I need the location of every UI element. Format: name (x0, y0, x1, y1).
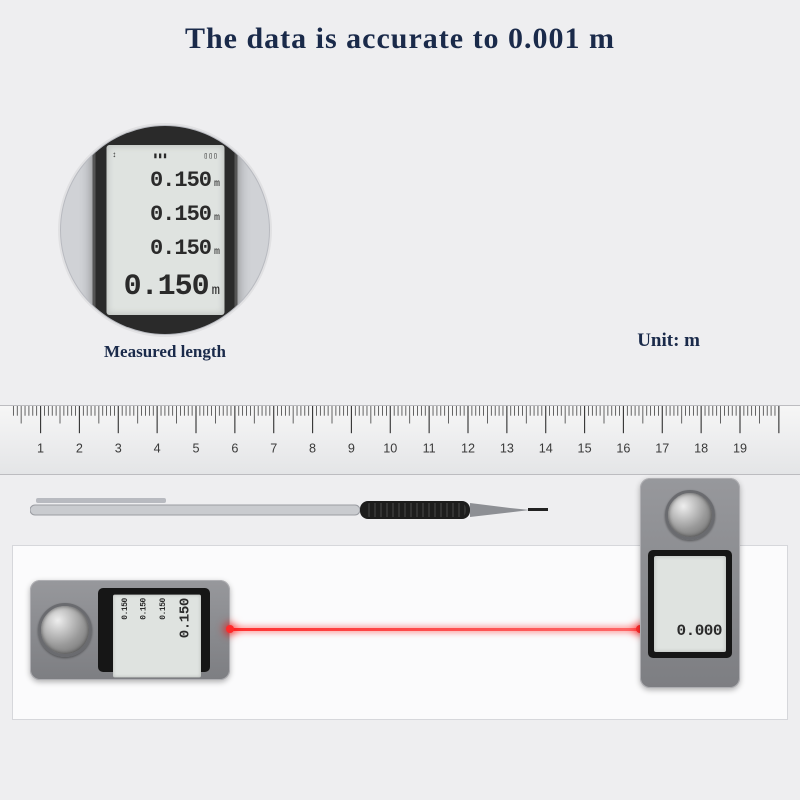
device-button (38, 603, 92, 657)
ruler: 12345678910111213141516171819 (0, 405, 800, 475)
laser-beam (230, 628, 640, 631)
lcd-value: 0.150 (150, 202, 211, 227)
svg-text:19: 19 (733, 442, 747, 456)
pen-grip-texture (364, 503, 466, 517)
detail-circle: ↕ ▮▮▮ ▯▯▯ 0.150 m 0.150 m 0.150 m 0.1 (60, 125, 270, 335)
lcd-row: 0.150 m (110, 202, 220, 227)
signal-icon: ▯▯▯ (204, 151, 218, 163)
laser-device-horizontal: 0.150 0.150 0.150 0.150 (30, 580, 230, 680)
lcd-row: 0.150 m (110, 236, 220, 261)
svg-text:13: 13 (500, 442, 514, 456)
lcd-row-primary: 0.000 (676, 622, 722, 640)
pen-illustration (30, 490, 550, 528)
svg-text:7: 7 (270, 442, 277, 456)
lcd-row: 0.150 (140, 598, 149, 620)
svg-text:10: 10 (383, 442, 397, 456)
svg-text:14: 14 (539, 442, 553, 456)
lcd-row: 0.150 m (110, 168, 220, 193)
device-screen-bezel: 0.150 0.150 0.150 0.150 (98, 588, 210, 672)
svg-text:8: 8 (309, 442, 316, 456)
lcd-screen: ↕ ▮▮▮ ▯▯▯ 0.150 m 0.150 m 0.150 m 0.1 (106, 145, 224, 315)
pen-tip (528, 508, 548, 511)
lcd-status-bar: ↕ ▮▮▮ ▯▯▯ (110, 151, 220, 163)
pen-barrel (30, 505, 360, 515)
device-lcd: 0.150 0.150 0.150 0.150 (113, 595, 201, 678)
lcd-readings: 0.150 m 0.150 m 0.150 m 0.150 m (110, 163, 220, 309)
svg-text:1: 1 (37, 442, 44, 456)
lcd-unit: m (214, 179, 220, 190)
svg-text:3: 3 (115, 442, 122, 456)
mode-icon: ↕ (112, 151, 117, 163)
svg-text:2: 2 (76, 442, 83, 456)
lcd-row (717, 568, 722, 578)
unit-label: Unit: m (637, 330, 700, 352)
lcd-unit: m (214, 213, 220, 224)
svg-text:12: 12 (461, 442, 475, 456)
svg-text:4: 4 (154, 442, 161, 456)
lcd-row-primary: 0.150 (177, 598, 193, 638)
device-screen-bezel: 0.000 (648, 550, 732, 658)
battery-icon: ▮▮▮ (153, 151, 167, 163)
lcd-row-primary: 0.150 m (110, 270, 220, 304)
device-closeup: ↕ ▮▮▮ ▯▯▯ 0.150 m 0.150 m 0.150 m 0.1 (93, 125, 238, 335)
caption-measured-length: Measured length (60, 342, 270, 362)
svg-text:15: 15 (578, 442, 592, 456)
lcd-unit: m (214, 247, 220, 258)
laser-emit-dot (226, 625, 234, 633)
pen-clip (36, 498, 166, 503)
svg-text:17: 17 (655, 442, 669, 456)
svg-text:5: 5 (192, 442, 199, 456)
pen-cone (470, 503, 530, 517)
lcd-row (717, 595, 722, 605)
lcd-row: 0.150 (121, 598, 130, 620)
svg-text:11: 11 (423, 442, 436, 456)
lcd-row: 0.150 (159, 598, 168, 620)
svg-text:6: 6 (231, 442, 238, 456)
device-button (665, 490, 715, 540)
device-lcd: 0.000 (654, 556, 726, 652)
laser-device-vertical: 0.000 (640, 478, 740, 688)
svg-text:16: 16 (616, 442, 630, 456)
lcd-value: 0.150 (124, 270, 209, 304)
ruler-svg: 12345678910111213141516171819 (0, 406, 800, 474)
lcd-value: 0.150 (150, 236, 211, 261)
lcd-value: 0.150 (150, 168, 211, 193)
svg-text:9: 9 (348, 442, 355, 456)
svg-text:18: 18 (694, 442, 708, 456)
lcd-unit: m (212, 283, 220, 299)
headline: The data is accurate to 0.001 m (0, 22, 800, 56)
